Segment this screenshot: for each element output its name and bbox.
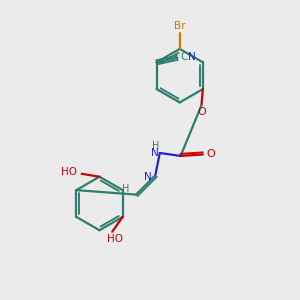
Text: C: C <box>180 52 188 62</box>
Text: N: N <box>188 52 196 62</box>
Text: Br: Br <box>174 21 185 31</box>
Text: HO: HO <box>61 167 77 177</box>
Text: N: N <box>144 172 152 182</box>
Text: H: H <box>122 184 129 194</box>
Text: O: O <box>206 149 215 160</box>
Text: N: N <box>152 148 159 158</box>
Text: O: O <box>197 107 206 117</box>
Text: HO: HO <box>106 234 123 244</box>
Text: H: H <box>152 140 159 151</box>
